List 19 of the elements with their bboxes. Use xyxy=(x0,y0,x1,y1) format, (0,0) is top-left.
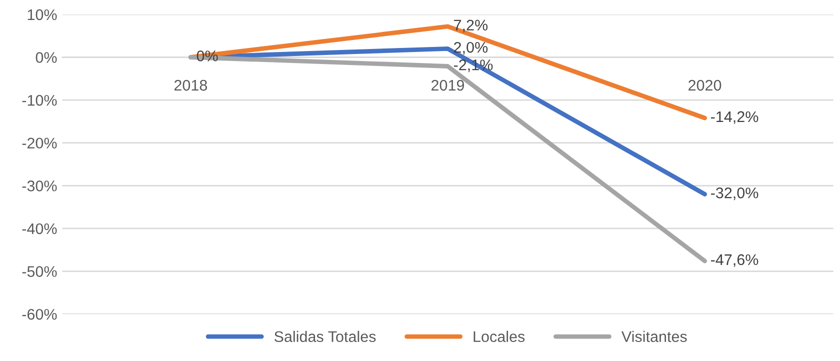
y-tick-label: -10% xyxy=(22,94,57,106)
data-label: 7,2% xyxy=(454,20,488,32)
y-tick-label: -40% xyxy=(22,223,57,234)
data-label: -47,6% xyxy=(710,254,758,267)
x-tick-label: 2018 xyxy=(174,80,208,91)
y-tick-label: -30% xyxy=(22,180,57,192)
y-tick-label: 0% xyxy=(36,52,57,63)
y-tick-label: -60% xyxy=(22,308,57,320)
x-tick-label: 2019 xyxy=(431,80,464,91)
data-label: -32,0% xyxy=(710,188,758,200)
y-tick-label: -50% xyxy=(22,266,57,277)
x-tick-label: 2020 xyxy=(688,80,722,91)
legend-label: Salidas Totales xyxy=(274,330,376,342)
legend-label: Locales xyxy=(474,330,525,342)
legend-label: Visitantes xyxy=(621,330,687,342)
data-label: 2,0% xyxy=(454,42,488,55)
data-label: -14,2% xyxy=(710,111,758,124)
y-tick-label: -20% xyxy=(22,138,57,149)
y-tick-label: 10% xyxy=(28,9,57,20)
